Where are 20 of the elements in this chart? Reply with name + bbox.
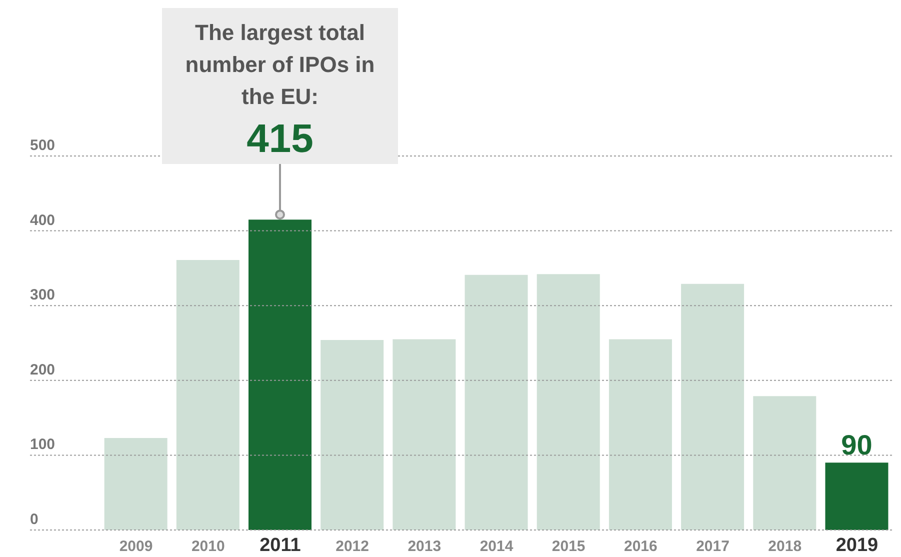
x-tick-label: 2009 bbox=[119, 538, 153, 555]
x-tick-label: 2013 bbox=[408, 538, 442, 555]
text: The largest total number of IPOs in the EU: bbox=[185, 20, 375, 109]
x-tick-label: 2012 bbox=[336, 538, 370, 555]
x-tick-label: 2014 bbox=[480, 538, 514, 555]
x-tick-label: 2011 bbox=[260, 535, 302, 556]
data-label: 415 bbox=[246, 117, 314, 161]
x-tick-label: 2018 bbox=[768, 538, 802, 555]
x-tick-label: 2015 bbox=[552, 538, 586, 555]
y-tick-label: 200 bbox=[30, 361, 56, 378]
y-tick-label: 400 bbox=[30, 212, 56, 229]
x-tick-label: 2010 bbox=[191, 538, 225, 555]
x-tick-label: 2019 bbox=[836, 535, 878, 556]
x-tick-label: 2017 bbox=[696, 538, 730, 555]
data-label: 90 bbox=[841, 430, 872, 461]
y-tick-label: 100 bbox=[30, 436, 56, 454]
y-tick-label: 0 bbox=[30, 511, 38, 528]
y-tick-label: 300 bbox=[30, 286, 56, 304]
y-tick-label: 500 bbox=[30, 137, 56, 154]
x-tick-label: 2016 bbox=[624, 538, 658, 555]
